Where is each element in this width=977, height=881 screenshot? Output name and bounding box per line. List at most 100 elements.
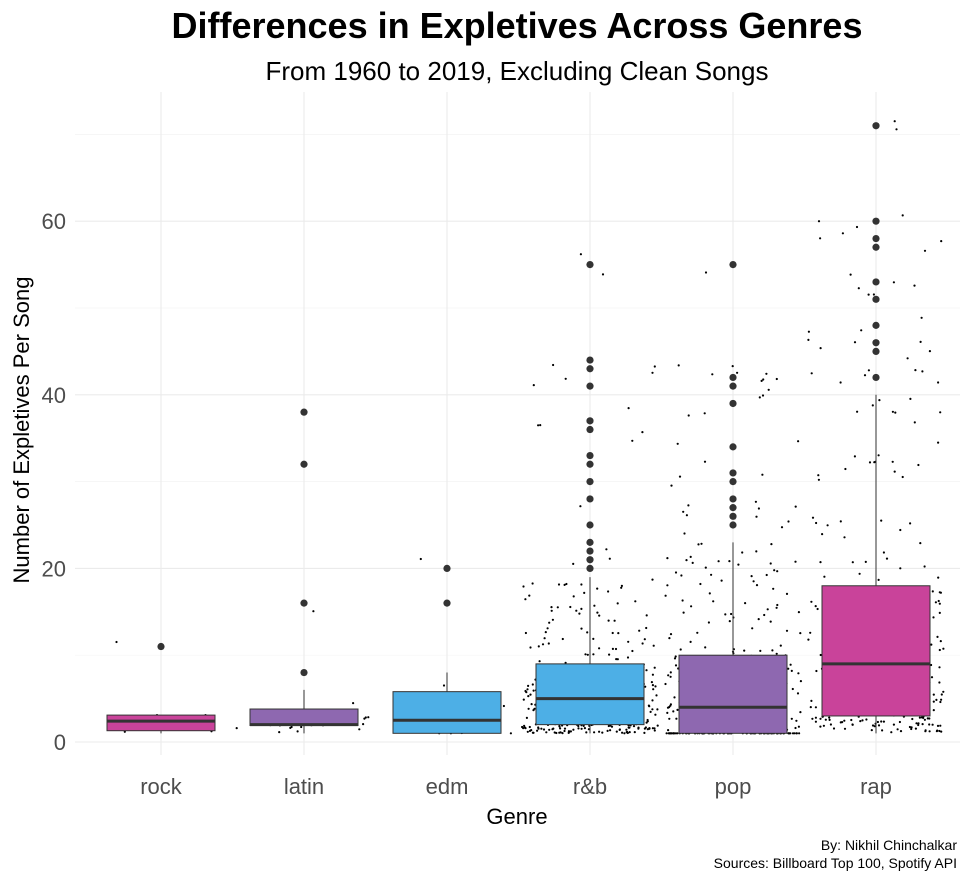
jitter-point xyxy=(664,594,667,597)
jitter-point xyxy=(794,726,797,730)
jitter-point xyxy=(880,720,883,723)
jitter-point xyxy=(646,718,649,722)
jitter-point xyxy=(810,600,813,603)
jitter-point xyxy=(839,520,842,523)
jitter-point xyxy=(620,584,624,588)
jitter-point xyxy=(772,587,775,590)
jitter-point xyxy=(794,560,797,563)
jitter-point xyxy=(553,731,556,734)
jitter-point xyxy=(799,711,802,714)
outlier-point xyxy=(586,538,594,546)
jitter-point xyxy=(572,728,575,731)
jitter-point xyxy=(787,520,790,523)
box-rock xyxy=(106,714,216,734)
jitter-point xyxy=(936,724,940,728)
jitter-point xyxy=(923,718,927,721)
jitter-point xyxy=(679,648,682,651)
jitter-point xyxy=(867,293,870,296)
jitter-point xyxy=(653,727,656,730)
jitter-point xyxy=(797,611,801,614)
jitter-point xyxy=(685,559,688,562)
jitter-point xyxy=(551,618,555,621)
jitter-point xyxy=(880,519,883,522)
jitter-point xyxy=(575,609,578,612)
jitter-point xyxy=(856,410,859,413)
jitter-point xyxy=(669,703,673,706)
jitter-point xyxy=(681,599,684,602)
jitter-point xyxy=(937,441,940,444)
jitter-point xyxy=(598,647,601,650)
jitter-point xyxy=(352,702,355,705)
jitter-point xyxy=(936,635,939,639)
jitter-point xyxy=(731,365,734,368)
jitter-point xyxy=(776,603,779,607)
jitter-point xyxy=(940,730,943,733)
jitter-point xyxy=(938,666,941,669)
jitter-point xyxy=(766,608,769,611)
jitter-point xyxy=(634,600,637,603)
jitter-point xyxy=(546,627,549,630)
outlier-point xyxy=(729,399,737,408)
jitter-point xyxy=(937,599,940,603)
jitter-point xyxy=(928,350,932,353)
jitter-point xyxy=(931,590,934,593)
jitter-point xyxy=(860,329,863,332)
jitter-point xyxy=(930,643,933,646)
jitter-point xyxy=(522,698,525,701)
jitter-point xyxy=(762,378,765,381)
jitter-point xyxy=(918,716,922,719)
jitter-point xyxy=(843,536,846,539)
jitter-point xyxy=(670,484,673,487)
jitter-point xyxy=(683,532,686,535)
jitter-point xyxy=(720,579,723,582)
jitter-point xyxy=(540,727,543,730)
jitter-point xyxy=(815,669,818,673)
jitter-point xyxy=(913,284,916,287)
jitter-point xyxy=(922,716,925,720)
jitter-point xyxy=(775,606,778,609)
outlier-point xyxy=(300,668,308,677)
jitter-point xyxy=(651,708,654,711)
jitter-point xyxy=(877,454,880,457)
jitter-point xyxy=(362,723,365,726)
jitter-point xyxy=(770,543,773,546)
jitter-point xyxy=(623,732,626,735)
jitter-point xyxy=(653,365,656,368)
jitter-point xyxy=(923,565,926,568)
y-tick-label: 20 xyxy=(42,556,66,581)
jitter-point xyxy=(717,560,720,563)
jitter-point xyxy=(601,731,604,734)
jitter-point xyxy=(680,574,683,577)
jitter-point xyxy=(572,562,575,566)
jitter-point xyxy=(526,688,529,691)
jitter-point xyxy=(819,725,822,728)
jitter-point xyxy=(569,605,572,609)
outlier-point xyxy=(872,217,880,225)
jitter-point xyxy=(674,655,677,658)
jitter-point xyxy=(558,731,561,734)
jitter-point xyxy=(909,397,912,400)
jitter-point xyxy=(652,644,655,647)
jitter-point xyxy=(631,649,634,653)
jitter-point xyxy=(899,730,903,733)
outlier-point xyxy=(443,564,451,573)
outlier-point xyxy=(586,417,594,425)
jitter-point xyxy=(797,440,800,443)
jitter-point xyxy=(312,610,315,613)
jitter-point xyxy=(828,718,831,722)
jitter-point xyxy=(617,632,620,635)
jitter-point xyxy=(531,582,534,585)
jitter-point xyxy=(758,396,761,399)
jitter-point xyxy=(809,631,812,634)
jitter-point xyxy=(626,731,629,735)
jitter-point xyxy=(601,273,605,276)
jitter-point xyxy=(895,128,898,131)
jitter-point xyxy=(631,439,634,442)
jitter-point xyxy=(793,732,796,735)
jitter-point xyxy=(914,727,918,730)
jitter-point xyxy=(607,619,610,622)
jitter-point xyxy=(522,585,525,588)
jitter-point xyxy=(892,723,896,726)
jitter-point xyxy=(814,706,818,709)
box-rap xyxy=(821,394,931,734)
